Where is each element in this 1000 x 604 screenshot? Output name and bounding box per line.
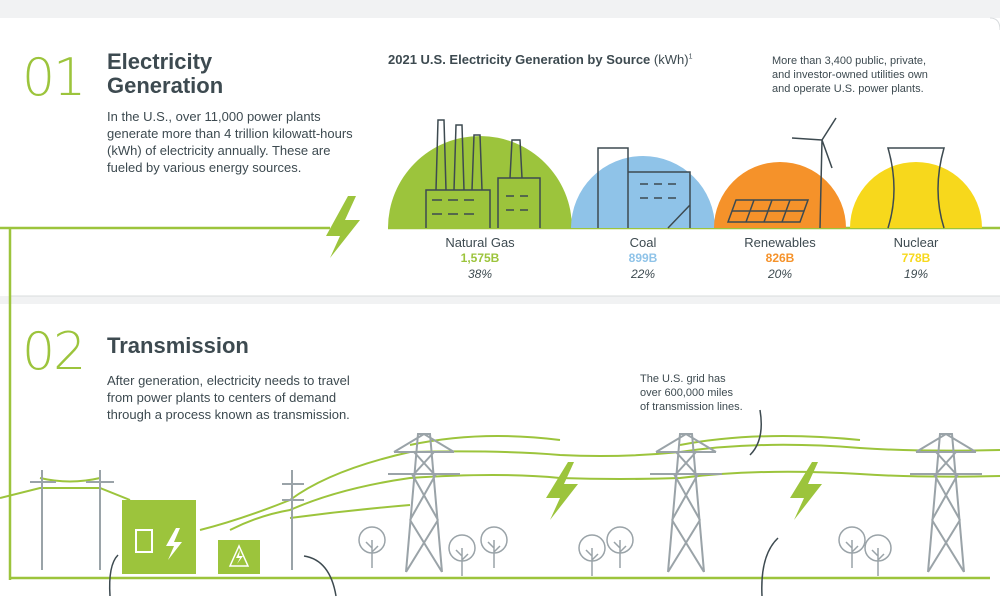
lightning-bolt-icon xyxy=(790,462,822,520)
transmission-tower-icon xyxy=(650,432,722,573)
source-value: 1,575B xyxy=(460,251,500,265)
gas-plant-icon xyxy=(425,119,541,228)
transmission-tower-icon xyxy=(910,432,982,573)
source-semicircle xyxy=(571,156,715,228)
paragraph-line: In the U.S., over 11,000 power plants xyxy=(107,109,321,124)
source-percent: 38% xyxy=(467,267,493,281)
chart-unit: (kWh) xyxy=(653,52,689,67)
tree-icon xyxy=(455,548,469,576)
source-semicircle xyxy=(850,162,982,228)
source-semicircle xyxy=(388,136,572,228)
source-percent: 20% xyxy=(767,267,793,281)
tree-icon xyxy=(365,540,379,568)
solar-wind-icon xyxy=(726,117,837,229)
note-line: More than 3,400 public, private, xyxy=(772,55,927,67)
nuclear-cooling-tower-icon xyxy=(887,147,945,229)
tree-icon xyxy=(487,540,501,568)
coal-plant-icon xyxy=(597,147,691,229)
source-percent: 19% xyxy=(903,267,929,281)
section-paragraph: After generation, electricity needs to t… xyxy=(107,372,407,423)
note-line: over 600,000 miles xyxy=(640,387,733,399)
source-value: 778B xyxy=(901,251,931,265)
source-name: Renewables xyxy=(744,235,816,250)
source-name: Nuclear xyxy=(893,235,939,250)
paragraph-line: from power plants to centers of demand xyxy=(107,390,337,405)
grid-note: The U.S. grid has over 600,000 miles of … xyxy=(640,372,743,414)
source-percent: 22% xyxy=(630,267,656,281)
tree-icon xyxy=(585,548,599,576)
heading-line: Generation xyxy=(107,73,224,98)
tree-icon xyxy=(613,540,627,568)
note-line: and investor-owned utilities own xyxy=(772,69,928,81)
transmission-tower-icon xyxy=(388,432,460,573)
paragraph-line: generate more than 4 trillion kilowatt-h… xyxy=(107,126,353,141)
paragraph-line: fueled by various energy sources. xyxy=(107,160,302,175)
source-value: 899B xyxy=(628,251,658,265)
paragraph-line: After generation, electricity needs to t… xyxy=(107,373,350,388)
lightning-bolt-icon xyxy=(546,462,578,520)
section-number: 02 xyxy=(22,322,86,382)
note-line: of transmission lines. xyxy=(640,401,743,413)
tree-icon xyxy=(871,548,885,576)
chart-footnote: 1 xyxy=(688,53,693,61)
lightning-bolt-icon xyxy=(326,196,360,258)
note-line: The U.S. grid has xyxy=(640,373,726,385)
source-value: 826B xyxy=(765,251,795,265)
section-paragraph: In the U.S., over 11,000 power plants ge… xyxy=(107,108,407,176)
chart-title: 2021 U.S. Electricity Generation by Sour… xyxy=(388,52,692,67)
utilities-note: More than 3,400 public, private, and inv… xyxy=(772,54,928,96)
source-name: Coal xyxy=(629,235,657,250)
heading-line: Electricity xyxy=(107,49,213,74)
source-semicircle xyxy=(714,162,846,228)
paragraph-line: (kWh) of electricity annually. These are xyxy=(107,143,331,158)
chart-title-text: 2021 U.S. Electricity Generation by Sour… xyxy=(388,52,651,67)
section-number: 01 xyxy=(22,48,86,108)
note-line: and operate U.S. power plants. xyxy=(772,83,924,95)
source-name: Natural Gas xyxy=(445,235,515,250)
paragraph-line: through a process known as transmission. xyxy=(107,407,350,422)
section-heading: Transmission xyxy=(107,333,249,358)
section-heading: Electricity Generation xyxy=(107,50,223,98)
tree-icon xyxy=(845,540,859,568)
